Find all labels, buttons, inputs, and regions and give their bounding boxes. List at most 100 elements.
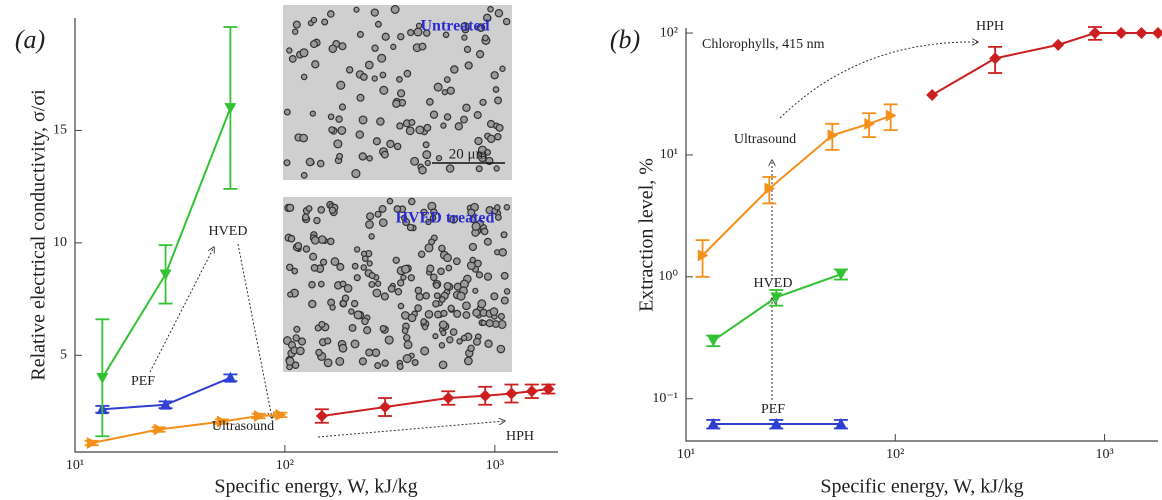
y-tick-label: 10⁻¹ xyxy=(652,391,678,406)
data-point xyxy=(770,418,783,429)
cell xyxy=(454,122,464,131)
cell xyxy=(390,5,400,14)
cell xyxy=(494,96,503,105)
cell xyxy=(378,204,387,213)
cell xyxy=(483,237,492,246)
cell xyxy=(443,113,452,121)
series-label: PEF xyxy=(761,402,785,417)
cell xyxy=(410,156,420,166)
cell xyxy=(371,75,378,82)
cell xyxy=(339,280,347,288)
cell xyxy=(361,317,369,326)
cell xyxy=(418,42,427,51)
series-label: HVED xyxy=(754,276,793,291)
cell xyxy=(366,155,373,162)
data-point xyxy=(505,387,518,400)
cell xyxy=(498,248,507,257)
cell xyxy=(462,311,471,320)
data-point xyxy=(1152,27,1162,40)
cell xyxy=(366,260,373,267)
cell xyxy=(387,284,396,293)
cell xyxy=(397,302,405,310)
cell xyxy=(335,356,345,366)
axis-frame xyxy=(685,28,1158,442)
cell xyxy=(350,299,359,308)
y-tick-label: 10 xyxy=(53,235,67,250)
cell xyxy=(401,327,409,335)
cell xyxy=(463,45,472,54)
cell xyxy=(338,42,347,51)
cell xyxy=(477,299,487,309)
annotation-arrow xyxy=(317,421,505,438)
cell xyxy=(297,337,307,346)
cell xyxy=(441,89,448,96)
data-point xyxy=(885,109,897,122)
cell xyxy=(414,286,423,295)
cell xyxy=(420,318,427,325)
cell xyxy=(499,65,506,72)
cell xyxy=(358,152,367,161)
y-axis-label: Extraction level, % xyxy=(636,158,658,312)
cell xyxy=(327,237,335,246)
data-point xyxy=(1115,27,1128,40)
inset-label: Untreated xyxy=(420,18,489,35)
x-axis-label: Specific energy, W, kJ/kg xyxy=(214,476,417,498)
fit-line xyxy=(931,32,1158,96)
cell xyxy=(379,71,387,79)
annotation-arrow xyxy=(237,243,272,418)
cell xyxy=(411,358,419,367)
cell xyxy=(310,264,319,272)
cell xyxy=(443,281,452,291)
cell xyxy=(462,103,471,113)
inset-label: HVED treated xyxy=(396,210,495,227)
cell xyxy=(338,103,347,111)
cell xyxy=(296,346,305,356)
x-tick-label: 10³ xyxy=(1095,447,1113,462)
cell xyxy=(291,28,299,35)
cell xyxy=(317,206,326,214)
cell xyxy=(305,205,313,212)
panel-label: (b) xyxy=(610,25,640,54)
data-point xyxy=(1088,27,1101,40)
cell xyxy=(386,139,395,149)
cell xyxy=(317,235,327,244)
cell xyxy=(402,218,411,227)
cell xyxy=(374,210,382,218)
cell xyxy=(374,362,382,370)
data-point xyxy=(96,372,109,384)
cell xyxy=(432,333,439,340)
cell xyxy=(472,287,479,294)
cell xyxy=(309,252,318,261)
data-point xyxy=(542,383,555,396)
cell xyxy=(422,150,432,160)
cell xyxy=(390,43,397,51)
cell xyxy=(408,118,416,126)
cell xyxy=(475,50,485,59)
cell xyxy=(351,262,359,270)
cell xyxy=(302,245,311,253)
cell xyxy=(353,310,363,320)
data-point xyxy=(86,437,98,450)
cell xyxy=(293,325,301,333)
series-label: HPH xyxy=(976,19,1004,34)
cell xyxy=(283,159,291,167)
cell xyxy=(462,301,471,311)
data-point xyxy=(834,269,847,281)
cell xyxy=(348,323,357,332)
cell xyxy=(393,205,402,213)
y-axis-label: Relative electrical conductivity, σ/σi xyxy=(28,89,50,381)
cell xyxy=(328,44,338,54)
subtitle: Chlorophylls, 415 nm xyxy=(702,37,825,52)
cell xyxy=(438,320,448,329)
cell xyxy=(341,294,350,302)
cell xyxy=(308,280,316,289)
cell xyxy=(493,165,500,172)
cell xyxy=(365,220,374,229)
cell xyxy=(292,20,301,29)
cell xyxy=(472,337,481,346)
x-tick-label: 10³ xyxy=(486,458,504,473)
cell xyxy=(426,98,434,106)
cell xyxy=(396,363,404,370)
cell xyxy=(490,71,499,80)
cell xyxy=(319,258,328,266)
